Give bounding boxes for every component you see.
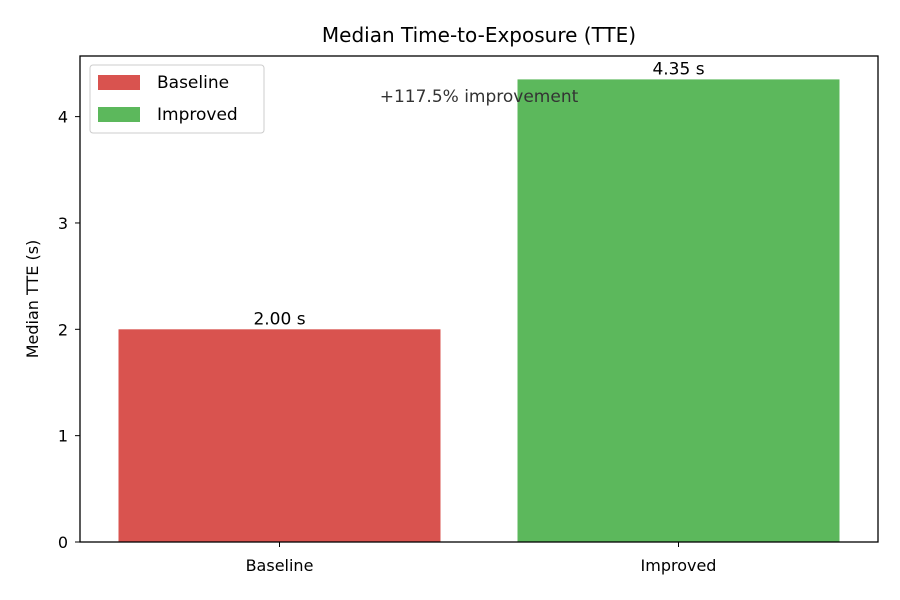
y-tick-label: 2 [58, 320, 68, 339]
improvement-annotation: +117.5% improvement [380, 87, 579, 107]
plot-frame [79, 55, 879, 543]
x-tick-label: Improved [641, 556, 717, 575]
bar-labels-group: 2.00 s 4.35 s [253, 59, 704, 329]
bars-group [118, 79, 840, 543]
y-tick-label: 4 [58, 108, 68, 127]
chart-title: Median Time-to-Exposure (TTE) [322, 23, 636, 47]
x-ticks-group: Baseline Improved [246, 542, 717, 575]
legend-label: Baseline [157, 73, 229, 93]
bar-value-label: 2.00 s [253, 309, 305, 329]
bar-value-label: 4.35 s [652, 59, 704, 79]
legend-entries: Baseline Improved [98, 73, 238, 125]
y-tick-label: 3 [58, 214, 68, 233]
y-tick-label: 1 [58, 427, 68, 446]
y-ticks-group: 0 1 2 3 4 [58, 108, 80, 552]
y-tick-label: 0 [58, 533, 68, 552]
legend-swatch [98, 75, 140, 90]
legend-label: Improved [157, 105, 238, 125]
bar-improved [517, 79, 840, 543]
x-tick-label: Baseline [246, 556, 314, 575]
legend: Baseline Improved [89, 64, 265, 134]
bar-baseline [118, 329, 441, 542]
legend-swatch [98, 107, 140, 122]
y-axis-label: Median TTE (s) [23, 240, 42, 359]
